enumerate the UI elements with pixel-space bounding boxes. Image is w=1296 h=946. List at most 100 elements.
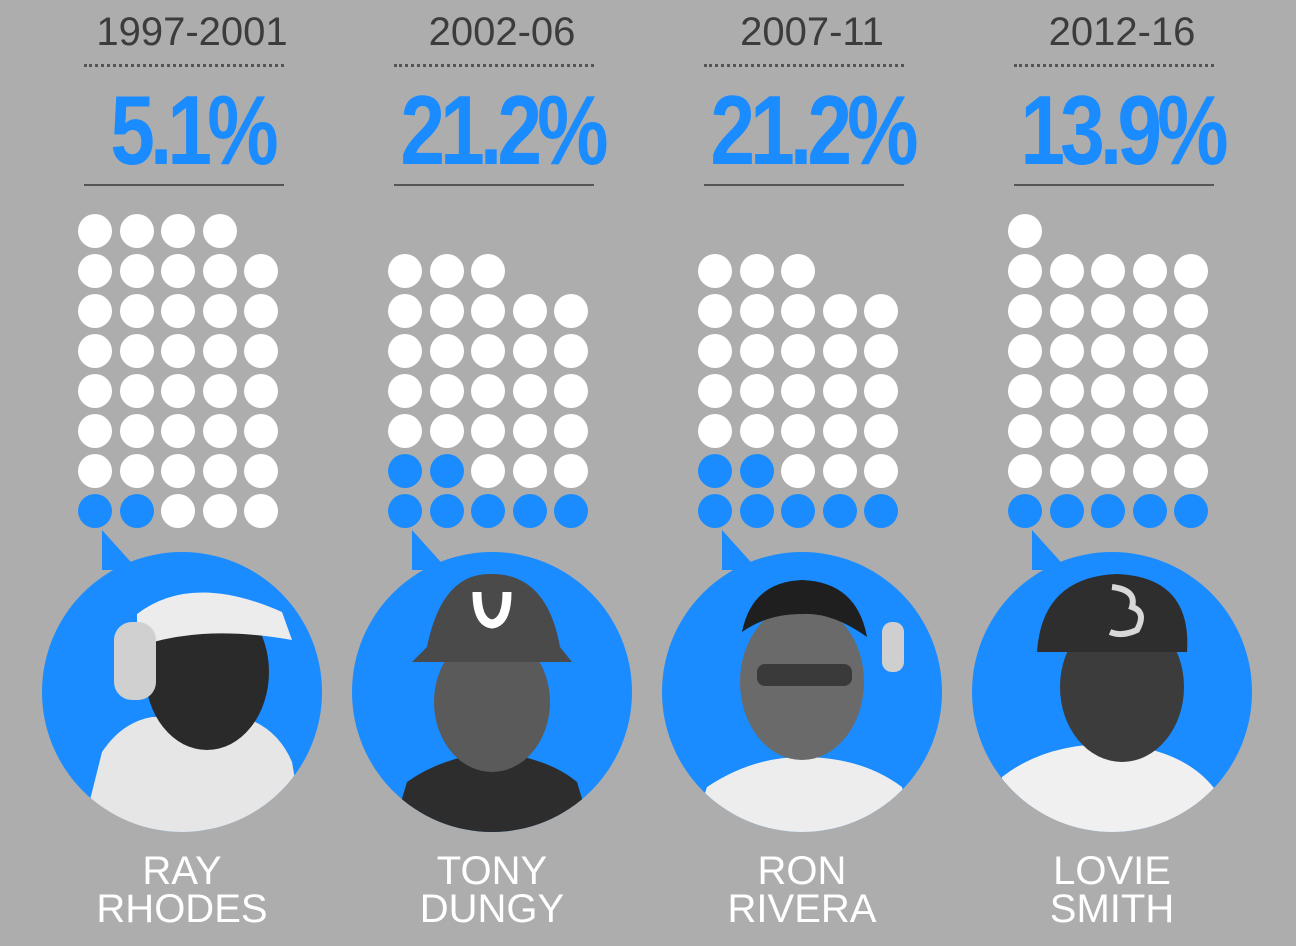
name-line: TONY — [436, 849, 548, 893]
dot — [78, 414, 112, 448]
name-line: RIVERA — [727, 887, 877, 931]
dot — [739, 374, 774, 408]
highlighted-dot — [78, 494, 112, 528]
dotted-divider — [84, 64, 284, 67]
dot — [512, 414, 547, 448]
dot — [1132, 254, 1167, 288]
panel-2002-06: 2002-06 21.2% TONY DUNGY — [352, 0, 652, 946]
dot — [822, 414, 857, 448]
dot — [1091, 414, 1125, 448]
dot — [78, 454, 112, 488]
name-line: RON — [757, 849, 847, 893]
name-line: SMITH — [1049, 887, 1175, 931]
highlighted-dot — [698, 454, 732, 488]
percent-value: 21.2% — [710, 75, 918, 185]
dot — [388, 254, 422, 288]
dot — [388, 414, 422, 448]
dot — [161, 334, 195, 368]
coach-name: LOVIE SMITH — [972, 849, 1252, 931]
dot — [202, 414, 237, 448]
dot — [388, 374, 422, 408]
highlighted-dot — [739, 494, 774, 528]
dot — [244, 334, 278, 368]
dot — [244, 294, 278, 328]
solid-divider — [394, 184, 594, 186]
dot — [1132, 294, 1167, 328]
dot — [1091, 254, 1125, 288]
dot — [78, 374, 112, 408]
dot — [781, 294, 815, 328]
dot — [429, 334, 464, 368]
highlighted-dot — [1049, 494, 1084, 528]
dot — [512, 454, 547, 488]
dot — [1174, 334, 1208, 368]
solid-divider — [1014, 184, 1214, 186]
period-label: 1997-2001 — [96, 10, 288, 54]
dot — [1091, 294, 1125, 328]
percent-value: 21.2% — [400, 75, 608, 185]
dot — [1174, 294, 1208, 328]
name-line: LOVIE — [1053, 849, 1171, 893]
dot — [554, 334, 588, 368]
dot — [739, 294, 774, 328]
dot — [1174, 454, 1208, 488]
dot — [1091, 454, 1125, 488]
dot — [202, 494, 237, 528]
dot — [78, 214, 112, 248]
dot — [822, 334, 857, 368]
dot — [244, 374, 278, 408]
dot — [1132, 334, 1167, 368]
dot — [78, 294, 112, 328]
dot — [864, 334, 898, 368]
dot — [161, 294, 195, 328]
tony-dungy-portrait — [352, 552, 632, 832]
dot — [554, 454, 588, 488]
dot — [161, 214, 195, 248]
speech-pointer — [102, 530, 138, 570]
highlighted-dot — [781, 494, 815, 528]
dot — [698, 254, 732, 288]
dot — [554, 414, 588, 448]
dot — [119, 454, 154, 488]
dot — [429, 294, 464, 328]
dot — [739, 334, 774, 368]
dot — [512, 334, 547, 368]
dot — [781, 374, 815, 408]
ron-rivera-portrait — [662, 552, 942, 832]
name-line: DUNGY — [419, 887, 565, 931]
dot — [1008, 374, 1042, 408]
dot — [1049, 294, 1084, 328]
dot — [1174, 254, 1208, 288]
highlighted-dot — [554, 494, 588, 528]
speech-pointer — [1032, 530, 1068, 570]
highlighted-dot — [698, 494, 732, 528]
dot — [119, 414, 154, 448]
dot — [739, 414, 774, 448]
dot — [119, 374, 154, 408]
dot — [78, 254, 112, 288]
dot — [1008, 214, 1042, 248]
coach-name: TONY DUNGY — [352, 849, 632, 931]
panel-1997-2001: 1997-2001 5.1% RAY RHODES — [42, 0, 342, 946]
dot — [698, 294, 732, 328]
dot — [698, 374, 732, 408]
highlighted-dot — [1008, 494, 1042, 528]
dot — [698, 334, 732, 368]
dot — [554, 374, 588, 408]
dot — [1174, 374, 1208, 408]
dot — [471, 414, 505, 448]
dot — [161, 494, 195, 528]
highlighted-dot — [429, 494, 464, 528]
dot — [512, 374, 547, 408]
highlighted-dot — [388, 454, 422, 488]
dot-grid — [972, 0, 1272, 560]
highlighted-dot — [1091, 494, 1125, 528]
dot — [119, 254, 154, 288]
dot — [822, 374, 857, 408]
dot — [822, 454, 857, 488]
name-line: RAY — [142, 849, 222, 893]
dot — [1174, 414, 1208, 448]
dot — [202, 294, 237, 328]
dot — [161, 414, 195, 448]
dot — [202, 454, 237, 488]
